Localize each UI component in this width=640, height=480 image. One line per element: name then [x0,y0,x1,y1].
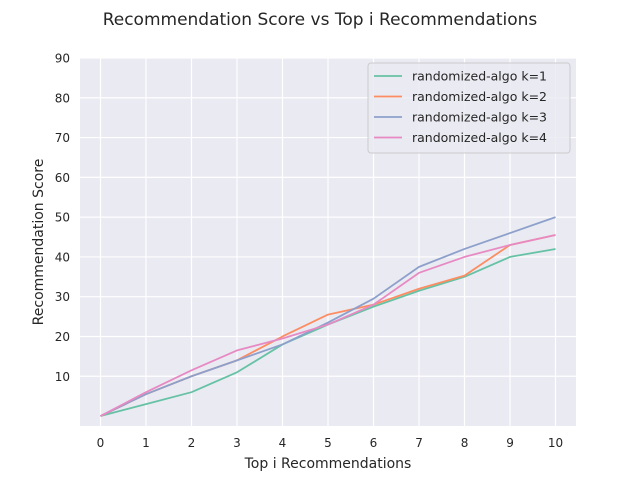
x-tick-label: 8 [461,436,469,450]
y-tick-label: 40 [55,250,70,264]
y-tick-label: 50 [55,211,70,225]
x-tick-label: 3 [233,436,241,450]
y-axis-label: Recommendation Score [31,159,47,326]
y-tick-label: 80 [55,91,70,105]
x-tick-label: 5 [324,436,332,450]
x-tick-label: 6 [370,436,378,450]
series-lines [100,216,556,417]
x-axis-label: Top i Recommendations [244,456,412,472]
x-tick-label: 7 [415,436,423,450]
chart-title: Recommendation Score vs Top i Recommenda… [103,10,538,30]
y-tick-label: 60 [55,171,70,185]
x-tick-label: 4 [279,436,287,450]
y-tick-label: 10 [55,370,70,384]
legend-entry: randomized-algo k=1 [412,69,547,84]
y-tick-labels: 10 20 30 40 50 60 70 80 90 [55,52,70,384]
legend: randomized-algo k=1 randomized-algo k=2 ra… [367,62,571,154]
series-line-k4 [100,234,556,417]
series-line-k3 [100,216,556,417]
y-tick-label: 30 [55,290,70,304]
y-tick-label: 70 [55,131,70,145]
legend-box [367,62,571,154]
legend-entry: randomized-algo k=3 [412,110,547,125]
x-tick-label: 2 [188,436,196,450]
legend-entry: randomized-algo k=2 [412,89,547,104]
y-tick-label: 90 [55,52,70,66]
x-tick-label: 1 [142,436,150,450]
x-tick-label: 10 [548,436,563,450]
x-tick-label: 0 [97,436,105,450]
legend-entry: randomized-algo k=4 [412,130,547,145]
y-tick-label: 20 [55,330,70,344]
x-tick-labels: 0 1 2 3 4 5 6 7 8 9 10 [97,436,564,450]
x-tick-label: 9 [506,436,514,450]
